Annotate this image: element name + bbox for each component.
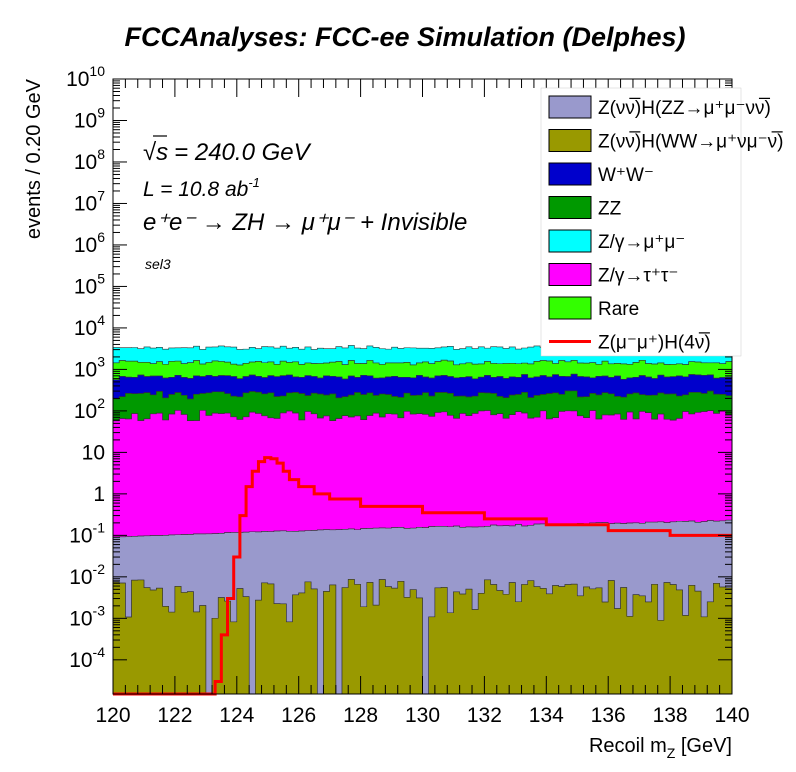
selection-annotation: sel3 [145, 256, 171, 272]
y-tick-label: 105 [74, 270, 105, 298]
y-tick-base: 10 [74, 192, 97, 215]
process-annotation: e⁺e⁻ → ZH → μ⁺μ⁻ + Invisible [143, 209, 467, 236]
legend-label: Z/γ→μ⁺μ⁻ [598, 232, 685, 253]
y-tick-exponent: 7 [97, 187, 105, 203]
y-tick-base: 10 [82, 441, 105, 464]
y-tick-label: 103 [74, 353, 105, 381]
y-tick-exponent: -4 [93, 644, 106, 660]
sqrt-s-symbol: s [156, 139, 168, 166]
legend-label: Z(νν̅)H(WW→μ⁺νμ⁻ν̅) [598, 132, 783, 153]
y-tick-exponent: -2 [93, 561, 106, 577]
y-tick-label: 109 [74, 104, 105, 132]
y-tick-base: 1 [93, 483, 105, 506]
y-tick-label: 104 [74, 312, 105, 340]
legend-swatch [548, 296, 592, 320]
y-tick-label: 106 [74, 229, 105, 257]
y-tick-exponent: -3 [93, 602, 106, 618]
legend-label: Z(νν̅)H(ZZ→μ⁺μ⁻νν̅) [598, 98, 771, 119]
x-tick-label: 128 [343, 704, 378, 727]
y-tick-base: 10 [74, 234, 97, 257]
y-tick-base: 10 [74, 400, 97, 423]
x-tick-label: 120 [95, 704, 130, 727]
legend-label: W⁺W⁻ [598, 165, 654, 186]
legend-swatch [548, 229, 592, 253]
y-tick-base: 10 [74, 109, 97, 132]
y-tick-exponent: 10 [89, 63, 105, 79]
legend-swatch [548, 95, 592, 119]
legend-swatch [548, 263, 592, 286]
luminosity-annotation: L = 10.8 ab-1 [143, 175, 260, 201]
y-tick-base: 10 [69, 566, 92, 589]
x-tick-label: 140 [714, 704, 749, 727]
y-tick-label: 102 [74, 395, 105, 423]
luminosity-text: L = 10.8 ab [143, 178, 249, 201]
y-tick-label: 10 [82, 441, 105, 464]
x-tick-label: 126 [281, 704, 316, 727]
y-tick-label: 107 [74, 187, 105, 215]
y-tick-exponent: 6 [97, 229, 105, 245]
y-tick-label: 10-3 [69, 602, 105, 630]
y-tick-label: 108 [74, 146, 105, 174]
annotations: √s = 240.0 GeV L = 10.8 ab-1 e⁺e⁻ → ZH → … [143, 135, 467, 272]
y-tick-base: 10 [69, 607, 92, 630]
y-tick-exponent: 9 [97, 104, 105, 120]
x-tick-label: 132 [467, 704, 502, 727]
x-tick-label: 136 [591, 704, 626, 727]
x-tick-label: 130 [405, 704, 440, 727]
y-tick-exponent: 8 [97, 146, 105, 162]
y-tick-label: 1 [93, 483, 105, 506]
x-tick-label: 138 [653, 704, 688, 727]
sqrt-radical-symbol: √ [143, 139, 157, 166]
y-axis-title: events / 0.20 GeV [23, 78, 45, 239]
legend-swatch [548, 129, 592, 152]
y-tick-label: 10-1 [69, 519, 105, 547]
y-tick-base: 10 [69, 524, 92, 547]
luminosity-exponent: -1 [248, 175, 260, 190]
sqrt-s-annotation: √s = 240.0 GeV [143, 139, 312, 166]
y-tick-exponent: 5 [97, 270, 105, 286]
y-tick-label: 1010 [66, 63, 105, 91]
chart-title: FCCAnalyses: FCC-ee Simulation (Delphes) [124, 22, 685, 52]
y-tick-base: 10 [74, 317, 97, 340]
y-tick-exponent: 4 [97, 312, 105, 328]
legend-swatch [548, 196, 592, 219]
legend-label: Z/γ→τ⁺τ⁻ [598, 266, 678, 287]
y-tick-exponent: 2 [97, 395, 105, 411]
x-tick-label: 134 [529, 704, 564, 727]
legend-label: Z(μ⁻μ⁺)H(4ν̅) [598, 333, 711, 354]
legend-label: ZZ [598, 199, 622, 220]
band-z-gamma-tautau [112, 410, 733, 538]
y-tick-base: 10 [74, 275, 97, 298]
legend-swatch [548, 162, 592, 186]
sqrt-s-value: = 240.0 GeV [174, 139, 311, 166]
signal-histogram-line [113, 456, 732, 696]
legend: Z(νν̅)H(ZZ→μ⁺μ⁻νν̅) Z(νν̅)H(WW→μ⁺νμ⁻ν̅) W⁺… [540, 87, 783, 357]
x-axis-ticks: 120 122 124 126 128 130 132 134 136 138 140 [95, 79, 750, 727]
x-tick-label: 124 [219, 704, 254, 727]
y-tick-exponent: -1 [93, 519, 106, 535]
x-axis-title: Recoil mZ [GeV] [589, 735, 732, 761]
y-tick-label: 10-2 [69, 561, 105, 589]
legend-label: Rare [598, 299, 639, 320]
y-tick-base: 10 [66, 68, 89, 91]
y-tick-label: 10-4 [69, 644, 105, 672]
x-tick-label: 122 [157, 704, 192, 727]
stacked-histograms [112, 345, 733, 695]
y-tick-exponent: 3 [97, 353, 105, 369]
y-tick-base: 10 [74, 358, 97, 381]
y-tick-base: 10 [69, 649, 92, 672]
y-tick-base: 10 [74, 151, 97, 174]
